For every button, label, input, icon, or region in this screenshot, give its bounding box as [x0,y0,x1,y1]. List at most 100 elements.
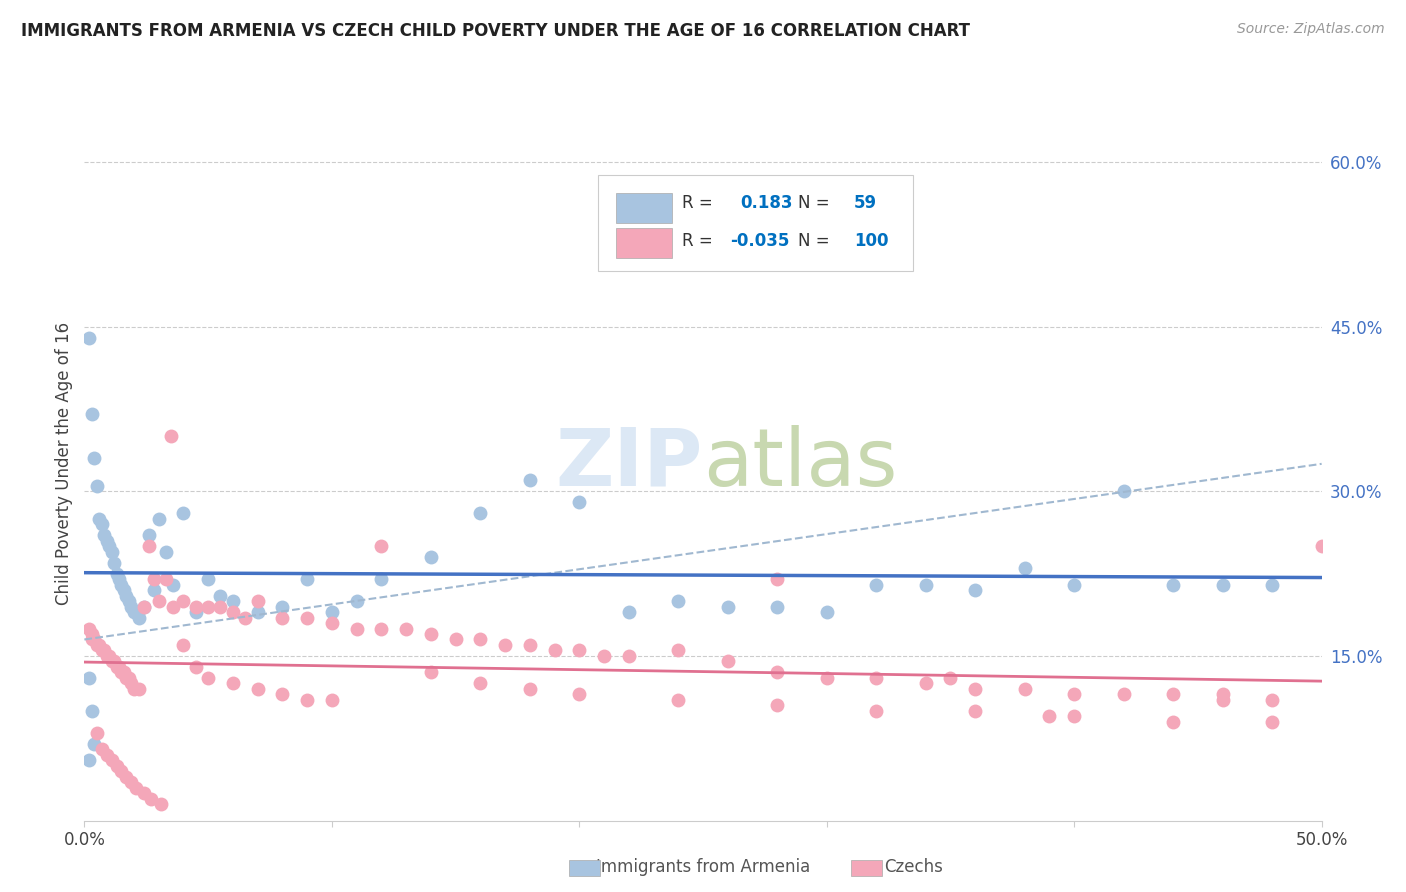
Point [142,583,165,598]
Point [105,660,128,674]
Point [717,599,740,614]
Point [1161,687,1184,701]
Point [271,610,294,624]
Text: Czechs: Czechs [884,858,943,876]
Point [103,655,125,669]
Point [80,408,103,422]
Text: 59: 59 [853,194,877,211]
Point [148,594,170,608]
Point [115,671,138,685]
Point [80,627,103,641]
Point [112,583,135,598]
Point [1161,577,1184,591]
Point [155,544,177,558]
Point [128,681,150,696]
Point [172,506,194,520]
Point [766,572,789,586]
Point [246,605,269,619]
Point [89,512,111,526]
Point [444,632,467,647]
Point [222,605,245,619]
Point [112,665,135,680]
Point [519,473,541,487]
Point [103,556,125,570]
Point [1063,709,1085,723]
Point [90,742,112,756]
Point [494,638,516,652]
Point [209,599,232,614]
Point [246,594,269,608]
Point [128,610,150,624]
Point [83,451,105,466]
Point [118,671,141,685]
Point [155,572,177,586]
Point [666,693,689,707]
Point [815,605,838,619]
Point [184,660,207,674]
Point [96,648,118,663]
Point [419,550,441,565]
Point [766,599,789,614]
Text: IMMIGRANTS FROM ARMENIA VS CZECH CHILD POVERTY UNDER THE AGE OF 16 CORRELATION C: IMMIGRANTS FROM ARMENIA VS CZECH CHILD P… [21,22,970,40]
Point [184,605,207,619]
Point [346,594,368,608]
Text: R =: R = [682,232,718,250]
Point [568,643,591,657]
Text: Source: ZipAtlas.com: Source: ZipAtlas.com [1237,22,1385,37]
Point [295,610,318,624]
Point [160,429,183,443]
Point [1310,539,1333,553]
Point [96,533,118,548]
Point [120,676,142,690]
Point [120,775,142,789]
Point [617,648,640,663]
Point [148,512,170,526]
Text: atlas: atlas [703,425,897,503]
Point [100,655,122,669]
Point [914,577,936,591]
Point [96,747,118,762]
Point [1038,709,1060,723]
Bar [616,193,672,223]
Point [965,704,987,718]
Point [865,671,887,685]
Point [419,665,441,680]
Point [79,671,101,685]
Point [519,681,541,696]
Point [965,681,987,696]
Point [142,572,165,586]
Point [132,786,155,800]
Point [105,758,128,772]
Point [110,665,132,680]
Point [295,693,318,707]
Point [815,671,838,685]
Point [1212,687,1234,701]
Point [321,605,343,619]
Point [89,638,111,652]
Point [766,698,789,713]
Point [100,544,122,558]
Point [138,539,160,553]
Point [766,665,789,680]
Point [132,599,155,614]
Point [1112,687,1135,701]
Point [100,753,122,767]
Point [1063,687,1085,701]
Point [470,506,492,520]
Point [865,704,887,718]
Point [1112,484,1135,499]
Point [132,599,155,614]
Point [79,330,101,344]
Point [233,610,256,624]
Point [118,594,141,608]
Point [141,791,163,805]
Text: R =: R = [682,194,718,211]
Point [470,632,492,647]
Point [346,622,368,636]
Text: ZIP: ZIP [555,425,703,503]
Point [90,643,112,657]
Point [138,528,160,542]
Point [86,479,108,493]
Point [197,671,219,685]
Point [271,599,294,614]
